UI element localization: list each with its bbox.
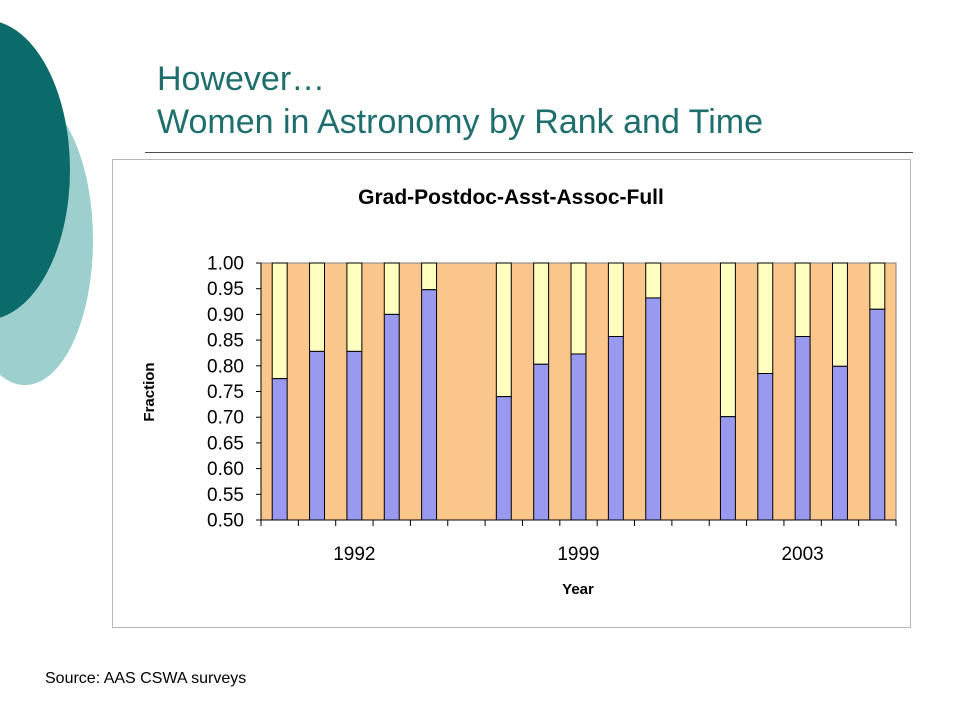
- dark-circle: [0, 22, 70, 318]
- bar-remainder: [794, 262, 811, 338]
- slide-title: However… Women in Astronomy by Rank and …: [157, 58, 763, 144]
- bar-women-fraction: [832, 365, 848, 521]
- bar-women-fraction: [346, 350, 363, 521]
- y-tick-label: 0.95: [207, 279, 244, 300]
- bars-layer: [271, 262, 886, 521]
- bar-remainder: [495, 262, 512, 398]
- x-group-label: 2003: [781, 544, 823, 565]
- y-axis-label: Fraction: [141, 362, 158, 421]
- y-tick-label: 0.90: [207, 305, 244, 326]
- bar-women-fraction: [607, 336, 624, 521]
- x-group-label: 1999: [557, 544, 599, 565]
- x-group-label: 1992: [333, 544, 375, 565]
- bar-remainder: [346, 262, 363, 352]
- x-axis-label: Year: [562, 581, 594, 598]
- bar-remainder: [869, 262, 886, 310]
- title-line-2: Women in Astronomy by Rank and Time: [157, 103, 763, 141]
- y-tick-label: 0.65: [207, 433, 244, 454]
- bar-remainder: [719, 262, 736, 418]
- title-underline: [145, 152, 913, 153]
- bar-women-fraction: [645, 297, 662, 521]
- bar-women-fraction: [383, 313, 400, 521]
- chart-container: Grad-Postdoc-Asst-Assoc-Full Year Fracti…: [112, 159, 911, 628]
- bar-women-fraction: [794, 336, 811, 521]
- y-tick-label: 0.80: [207, 356, 244, 377]
- title-line-1: However…: [157, 60, 326, 98]
- bar-remainder: [832, 262, 848, 367]
- bar-women-fraction: [309, 350, 325, 521]
- y-tick-label: 1.00: [207, 254, 244, 275]
- bar-women-fraction: [757, 373, 774, 521]
- bar-chart: Grad-Postdoc-Asst-Assoc-Full Year Fracti…: [141, 186, 897, 598]
- bar-remainder: [570, 262, 587, 355]
- y-tick-label: 0.70: [207, 408, 244, 429]
- bar-remainder: [757, 262, 774, 375]
- y-tick-label: 0.85: [207, 331, 244, 352]
- y-tick-label: 0.50: [207, 511, 244, 532]
- bar-women-fraction: [719, 416, 736, 521]
- bar-remainder: [309, 262, 325, 352]
- bar-women-fraction: [533, 363, 550, 521]
- bar-remainder: [607, 262, 624, 338]
- bar-women-fraction: [570, 353, 587, 521]
- y-tick-label: 0.55: [207, 485, 244, 506]
- bar-remainder: [383, 262, 400, 315]
- bar-remainder: [533, 262, 550, 365]
- source-note: Source: AAS CSWA surveys: [45, 670, 247, 687]
- axes-layer: 0.50 0.55 0.60 0.65 0.70 0.75 0.80 0.85 0.90 0.95…: [207, 254, 897, 565]
- chart-title: Grad-Postdoc-Asst-Assoc-Full: [358, 186, 664, 209]
- y-tick-label: 0.60: [207, 459, 244, 480]
- bar-remainder: [271, 262, 288, 380]
- bar-women-fraction: [421, 289, 438, 521]
- y-tick-label: 0.75: [207, 382, 244, 403]
- decorative-circles: [0, 22, 93, 385]
- bar-women-fraction: [495, 396, 512, 521]
- bar-remainder: [645, 262, 662, 299]
- bar-women-fraction: [271, 378, 288, 521]
- bar-remainder: [421, 262, 438, 291]
- bar-women-fraction: [869, 308, 886, 521]
